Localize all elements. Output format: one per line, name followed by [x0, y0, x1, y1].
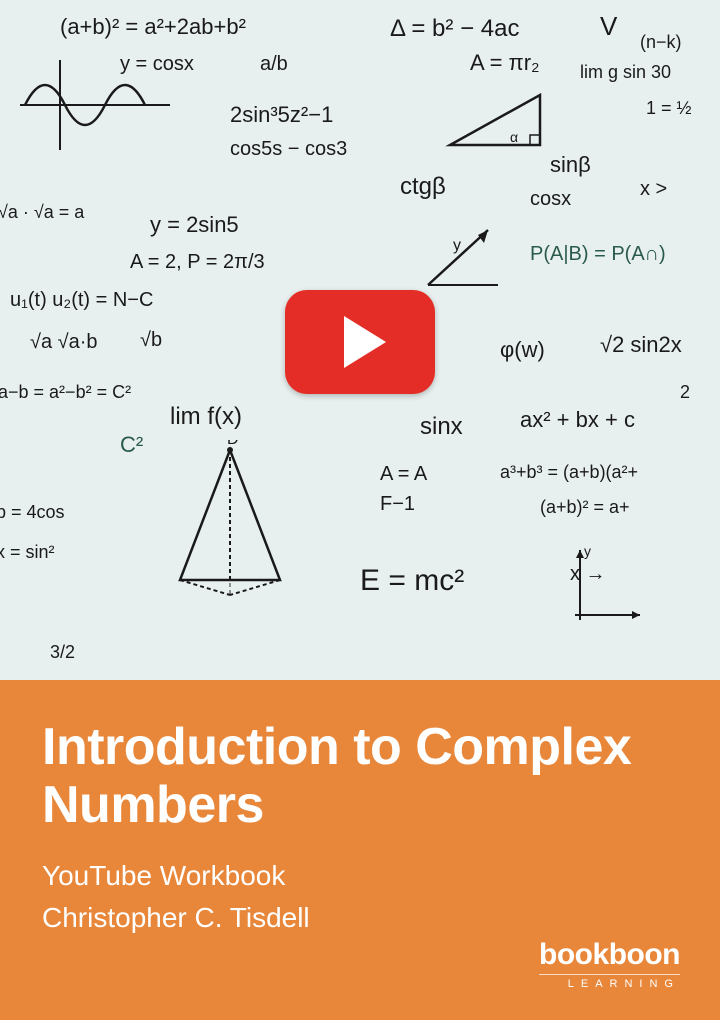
- formula-text: A = A: [380, 460, 427, 488]
- pyramid-sketch: D: [165, 440, 295, 610]
- formula-text: a/b: [260, 50, 288, 78]
- formula-text: 2: [680, 380, 690, 405]
- formula-text: lim f(x): [170, 400, 242, 434]
- brand-name: bookboon: [539, 938, 680, 972]
- formula-text: lim g sin 30: [580, 60, 671, 85]
- svg-text:α: α: [510, 129, 518, 145]
- formula-text: P(A|B) = P(A∩): [530, 240, 666, 268]
- formula-text: sinx: [420, 410, 463, 444]
- title-band: Introduction to Complex Numbers YouTube …: [0, 680, 720, 1020]
- formula-text: Δ = b² − 4ac: [390, 12, 519, 46]
- formula-text: √2 sin2x: [600, 330, 682, 361]
- formula-text: 3/2: [50, 640, 75, 665]
- formula-text: (a+b)² = a+: [540, 495, 630, 520]
- formula-text: a³+b³ = (a+b)(a²+: [500, 460, 638, 485]
- formula-text: x >: [640, 175, 667, 203]
- svg-text:y: y: [584, 543, 591, 559]
- svg-text:D: D: [227, 440, 239, 448]
- youtube-play-button[interactable]: [285, 290, 435, 394]
- cover-image-area: (a+b)² = a²+2ab+b²Δ = b² − 4acVy = cosxa…: [0, 0, 720, 680]
- axis-sketch: y: [560, 540, 650, 630]
- formula-text: x = sin²: [0, 540, 55, 565]
- formula-text: √b: [140, 326, 162, 354]
- formula-text: 2sin³5z²−1: [230, 100, 333, 131]
- right-triangle-sketch: α: [440, 85, 550, 155]
- formula-text: cos5s − cos3: [230, 135, 347, 163]
- formula-text: u₁(t) u₂(t) = N−C: [10, 286, 153, 314]
- formula-text: E = mc²: [360, 560, 464, 602]
- book-title: Introduction to Complex Numbers: [42, 718, 678, 834]
- formula-text: 1 = ½: [646, 96, 692, 121]
- formula-text: a−b = a²−b² = C²: [0, 380, 131, 405]
- formula-text: V: [600, 8, 617, 44]
- formula-text: y = 2sin5: [150, 210, 239, 241]
- svg-text:y: y: [453, 237, 461, 254]
- sine-graph-sketch: [20, 60, 170, 150]
- brand-tagline: LEARNING: [539, 974, 680, 990]
- formula-text: φ(w): [500, 335, 545, 366]
- formula-text: ctgβ: [400, 170, 446, 204]
- formula-text: cosx: [530, 185, 571, 213]
- book-subtitle: YouTube Workbook: [42, 860, 678, 892]
- formula-text: b = 4cos: [0, 500, 65, 525]
- formula-text: ax² + bx + c: [520, 405, 635, 436]
- formula-text: C²: [120, 430, 143, 461]
- book-author: Christopher C. Tisdell: [42, 902, 678, 934]
- formula-text: sinβ: [550, 150, 591, 181]
- formula-text: √a √a·b: [30, 328, 98, 356]
- arrow-sketch: y: [418, 215, 508, 300]
- formula-text: √a · √a = a: [0, 200, 84, 225]
- formula-text: A = 2, P = 2π/3: [130, 248, 265, 276]
- formula-text: (a+b)² = a²+2ab+b²: [60, 12, 246, 43]
- publisher-brand: bookboon LEARNING: [539, 938, 680, 990]
- formula-text: F−1: [380, 490, 415, 518]
- formula-text: (n−k): [640, 30, 682, 55]
- formula-text: A = πr₂: [470, 48, 540, 79]
